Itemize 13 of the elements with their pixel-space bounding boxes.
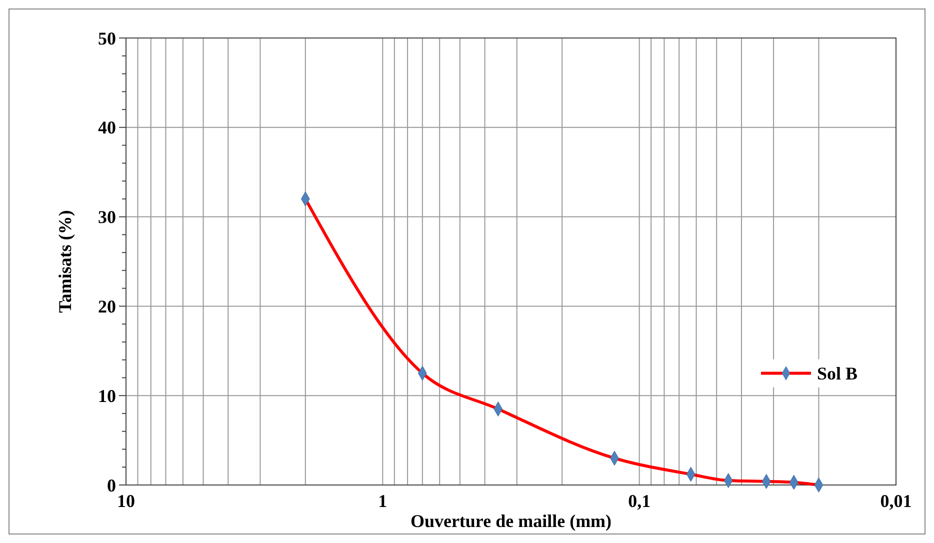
x-tick-label: 0,01 [880,491,912,511]
legend-label: Sol B [817,364,858,384]
y-tick-label: 50 [98,28,116,48]
y-tick-label: 10 [98,386,116,406]
y-axis-title: Tamisats (%) [55,210,75,313]
y-tick-label: 0 [107,475,116,496]
y-tick-label: 20 [98,296,116,316]
y-tick-label: 30 [98,207,116,228]
x-axis-title: Ouverture de maille (mm) [410,511,612,531]
y-tick-label: 40 [98,118,116,138]
x-tick-label: 1 [378,491,388,511]
x-tick-label: 0,1 [628,491,651,511]
x-tick-label: 10 [117,491,135,511]
